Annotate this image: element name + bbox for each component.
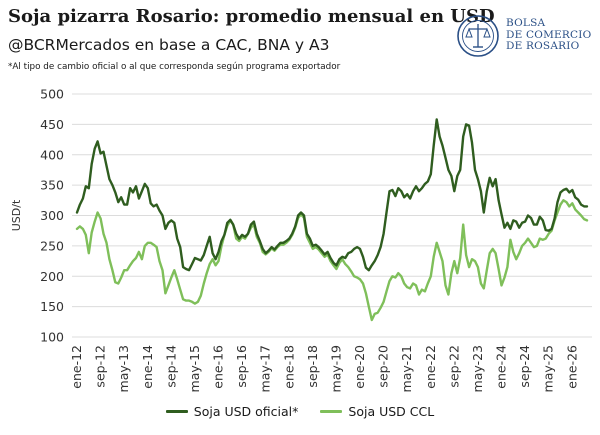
legend-label-oficial: Soja USD oficial* (193, 404, 299, 419)
y-tick-label: 200 (40, 269, 64, 284)
x-tick-label: may-23 (470, 345, 485, 392)
series-lines (75, 118, 589, 322)
x-tick-label: may-15 (187, 345, 202, 392)
x-tick-label: sep-18 (305, 345, 320, 388)
series-line-oficial (75, 118, 589, 272)
logo-line-3: DE ROSARIO (506, 40, 580, 52)
x-tick-label: may-21 (399, 345, 414, 392)
chart-footnote: *Al tipo de cambio oficial o al que corr… (8, 62, 341, 72)
x-tick-label: may-17 (258, 345, 273, 392)
y-axis-label: USD/t (10, 199, 23, 231)
y-tick-label: 300 (40, 208, 64, 223)
x-tick-label: sep-14 (163, 345, 178, 388)
y-tick-label: 100 (40, 330, 64, 345)
x-tick-label: sep-16 (234, 345, 249, 388)
x-tick-label: sep-12 (93, 345, 108, 388)
legend-swatch-ccl (320, 410, 343, 413)
x-axis-ticks: ene-12 sep-12 may-13 ene-14 sep-14 may-15 ene-… (69, 345, 579, 392)
legend-swatch-oficial (165, 410, 188, 413)
y-tick-label: 150 (40, 299, 64, 314)
logo-line-1: BOLSA (506, 17, 546, 29)
x-tick-label: ene-26 (564, 345, 579, 389)
chart-title: Soja pizarra Rosario: promedio mensual e… (8, 6, 495, 27)
chart-legend: Soja USD oficial* Soja USD CCL (0, 404, 600, 419)
y-tick-label: 400 (40, 147, 64, 162)
y-tick-label: 350 (40, 178, 64, 193)
bcr-logo: BOLSA DE COMERCIO DE ROSARIO (456, 14, 596, 58)
x-tick-label: sep-20 (376, 345, 391, 388)
gridlines (72, 93, 592, 338)
x-tick-label: ene-12 (69, 345, 84, 389)
x-tick-label: may-25 (541, 345, 556, 392)
x-tick-label: ene-22 (423, 345, 438, 389)
x-tick-label: may-19 (328, 345, 343, 392)
x-tick-label: ene-24 (494, 345, 509, 389)
x-tick-label: may-13 (116, 345, 131, 392)
x-tick-label: ene-18 (281, 345, 296, 389)
legend-label-ccl: Soja USD CCL (348, 404, 435, 419)
x-tick-label: ene-16 (211, 345, 226, 389)
chart-subtitle: @BCRMercados en base a CAC, BNA y A3 (8, 36, 330, 54)
bcr-logo-text: BOLSA DE COMERCIO DE ROSARIO (506, 17, 592, 53)
x-tick-label: ene-14 (140, 345, 155, 389)
x-tick-label: ene-20 (352, 345, 367, 389)
y-tick-label: 450 (40, 117, 64, 132)
x-tick-label: sep-24 (517, 345, 532, 388)
legend-item-oficial: Soja USD oficial* (165, 404, 299, 419)
y-tick-label: 250 (40, 238, 64, 253)
bcr-seal-icon (457, 15, 499, 57)
y-tick-label: 500 (40, 87, 64, 102)
legend-item-ccl: Soja USD CCL (320, 404, 434, 419)
x-tick-label: sep-22 (446, 345, 461, 388)
series-line-ccl (75, 199, 589, 322)
logo-line-2: DE COMERCIO (506, 28, 592, 41)
y-axis-ticks: 100 150 200 250 300 350 400 450 500 (40, 87, 64, 345)
